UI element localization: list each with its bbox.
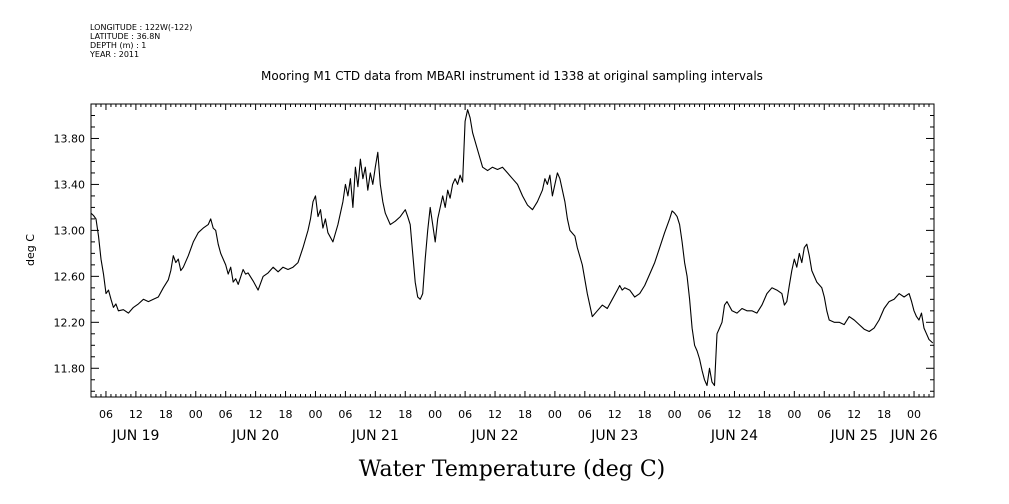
x-day-label: JUN 23 — [590, 428, 638, 444]
x-day-label: JUN 25 — [830, 428, 878, 444]
y-tick-label: 12.20 — [54, 316, 86, 329]
x-day-label: JUN 24 — [710, 428, 758, 444]
x-day-label: JUN 26 — [889, 428, 937, 444]
x-hour-label: 06 — [578, 408, 592, 421]
x-day-label: JUN 19 — [111, 428, 159, 444]
x-hour-label: 12 — [249, 408, 263, 421]
x-hour-label: 06 — [698, 408, 712, 421]
x-hour-label: 12 — [608, 408, 622, 421]
x-hour-label: 12 — [129, 408, 143, 421]
x-hour-label: 12 — [368, 408, 382, 421]
x-hour-label: 00 — [428, 408, 442, 421]
x-day-label: JUN 21 — [351, 428, 399, 444]
x-hour-label: 00 — [668, 408, 682, 421]
x-hour-label: 18 — [638, 408, 652, 421]
plot-frame — [90, 103, 935, 398]
x-hour-label: 12 — [847, 408, 861, 421]
x-hour-label: 00 — [548, 408, 562, 421]
y-tick-label: 13.00 — [54, 224, 86, 237]
x-hour-label: 06 — [99, 408, 113, 421]
x-hour-label: 06 — [817, 408, 831, 421]
x-hour-label: 12 — [727, 408, 741, 421]
meta-longitude: LONGITUDE : 122W(-122) — [90, 23, 192, 32]
y-tick-label: 13.40 — [54, 178, 86, 191]
x-hour-label: 18 — [279, 408, 293, 421]
x-day-label: JUN 20 — [231, 428, 279, 444]
meta-depth: DEPTH (m) : 1 — [90, 41, 146, 50]
y-tick-label: 11.80 — [54, 362, 86, 375]
y-tick-labels: 11.80 12.20 12.60 13.00 13.40 13.80 — [54, 132, 86, 375]
x-hour-label: 06 — [219, 408, 233, 421]
meta-year: YEAR : 2011 — [89, 50, 139, 59]
x-hour-label: 18 — [518, 408, 532, 421]
x-day-label: JUN 22 — [470, 428, 518, 444]
x-hour-label: 06 — [458, 408, 472, 421]
series-group — [90, 109, 934, 387]
y-tick-label: 12.60 — [54, 270, 86, 283]
tick-marks — [90, 103, 935, 397]
x-hour-label: 18 — [757, 408, 771, 421]
x-hour-label: 12 — [488, 408, 502, 421]
x-hour-label: 06 — [338, 408, 352, 421]
chart-title: Mooring M1 CTD data from MBARI instrumen… — [261, 69, 763, 83]
x-hour-label: 00 — [308, 408, 322, 421]
meta-latitude: LATITUDE : 36.8N — [90, 32, 160, 41]
x-axis-label: Water Temperature (deg C) — [359, 457, 666, 482]
x-hour-label: 18 — [159, 408, 173, 421]
x-hour-label: 00 — [787, 408, 801, 421]
series-line — [90, 109, 934, 387]
x-tick-labels: 06 12 18 00 06 12 18 00 06 12 18 00 06 12 18 00 06 12 18 00… — [99, 408, 938, 444]
y-tick-label: 13.80 — [54, 132, 86, 145]
x-hour-label: 18 — [398, 408, 412, 421]
x-hour-label: 00 — [189, 408, 203, 421]
x-hour-label: 18 — [877, 408, 891, 421]
x-hour-label: 00 — [907, 408, 921, 421]
y-axis-label: deg C — [24, 234, 37, 266]
